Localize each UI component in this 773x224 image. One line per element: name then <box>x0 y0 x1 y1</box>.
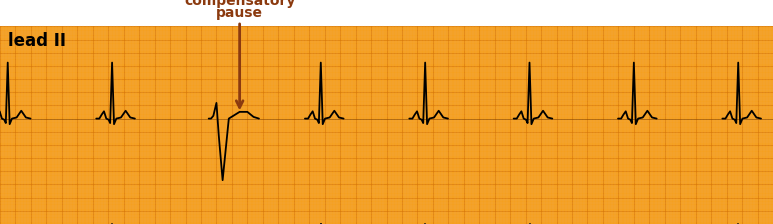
Text: lead II: lead II <box>8 32 66 50</box>
Text: pause: pause <box>216 6 263 20</box>
Bar <box>0 26 773 224</box>
Text: compensatory: compensatory <box>184 0 295 8</box>
